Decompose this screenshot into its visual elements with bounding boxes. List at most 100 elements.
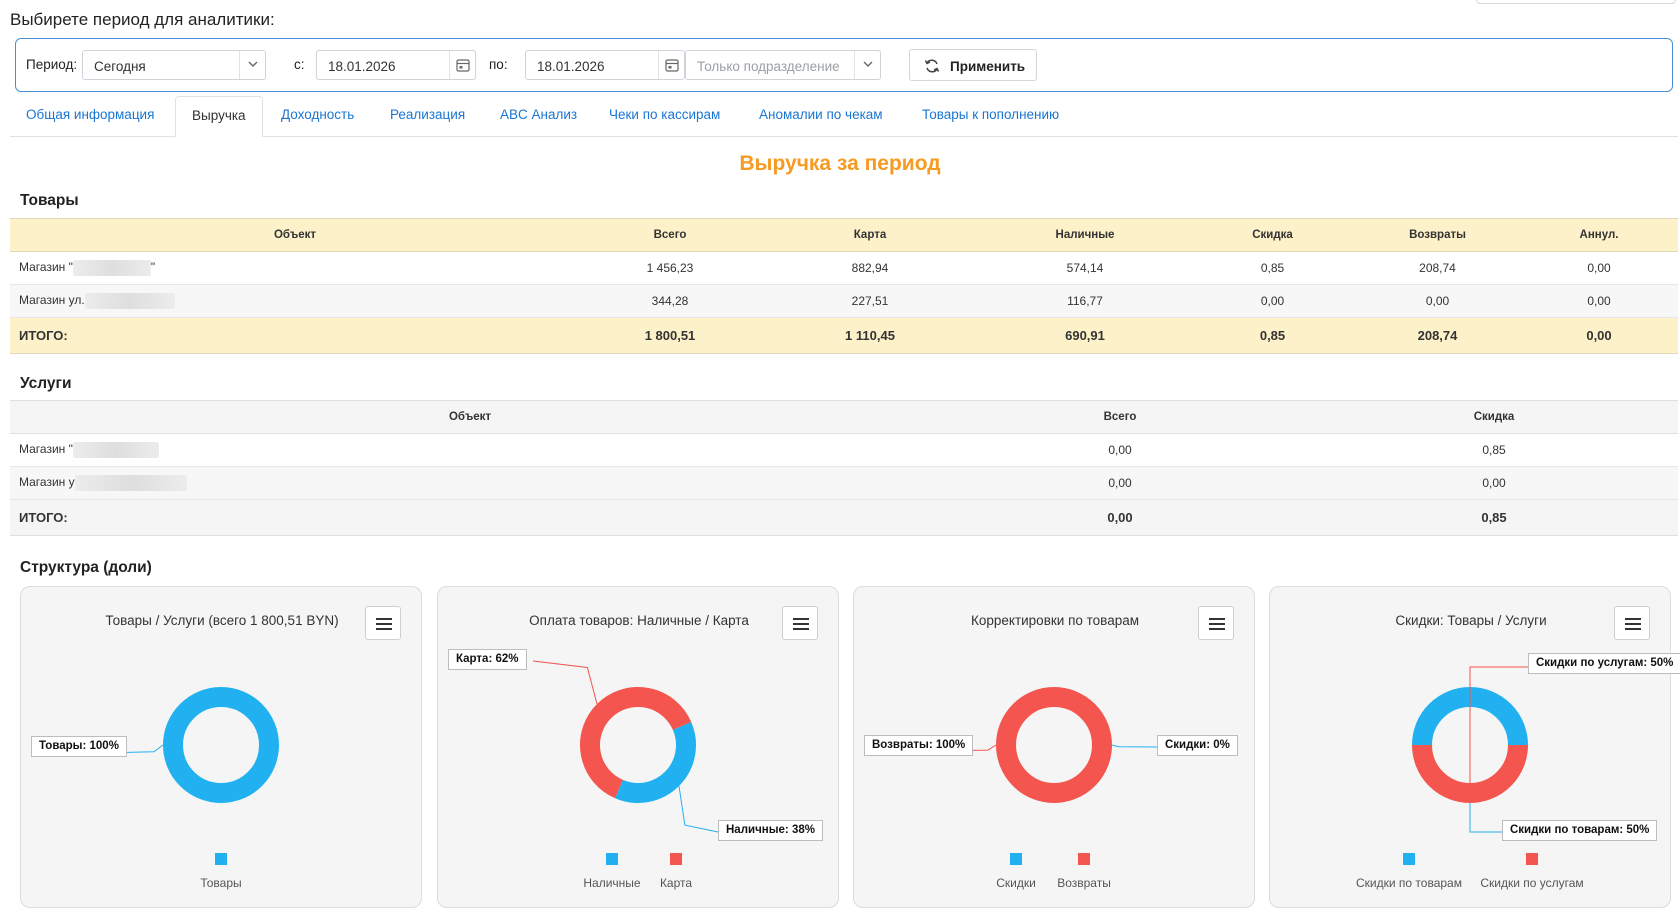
data-label: Скидки: 0% [1157,735,1238,756]
data-label: Товары: 100% [31,736,127,757]
totals-label: ИТОГО: [10,317,580,354]
column-header: Аннул. [1520,218,1678,252]
tab-restock-items[interactable]: Товары к пополнению [922,107,1060,122]
tab-profitability[interactable]: Доходность [281,107,355,122]
chart-title: Корректировки по товарам [971,613,1139,628]
legend-swatch [215,853,227,865]
apply-button-label: Применить [950,59,1026,74]
legend-item[interactable]: Скидки [956,853,1076,890]
column-header: Скидка [1190,218,1355,252]
structure-title: Структура (доли) [20,559,152,576]
totals-row: ИТОГО: 1 800,51 1 110,45 690,91 0,85 208… [10,317,1678,354]
donut-slice[interactable] [614,721,696,803]
legend-item[interactable]: Возвраты [1024,853,1144,890]
object-cell: Магазин у [10,466,930,500]
chevron-down-icon [854,51,880,79]
subdivision-placeholder: Только подразделение [697,59,840,74]
to-date-input[interactable]: 18.01.2026 [525,50,685,80]
refresh-icon [924,59,940,73]
chevron-down-icon [239,51,265,79]
chart-menu-button[interactable] [782,606,818,640]
chart-card-adjustments: Корректировки по товарам Скидки: 0% Возвра… [853,586,1255,908]
total-cell: 1 800,51 [580,317,760,354]
legend-swatch [1403,853,1415,865]
cash-cell: 116,77 [980,284,1190,318]
tab-abc-analysis[interactable]: ABC Анализ [500,107,578,122]
legend-label: Скидки по услугам [1480,876,1584,890]
returns-cell: 208,74 [1355,317,1520,354]
chart-title: Товары / Услуги (всего 1 800,51 BYN) [105,613,339,628]
page-title: Выбирете период для аналитики: [10,10,275,29]
tab-sales[interactable]: Реализация [390,107,466,122]
goods-title: Товары [20,192,79,209]
services-header-row: Объект Всего Скидка [10,400,1678,434]
calendar-icon[interactable] [449,51,475,79]
total-cell: 1 456,23 [580,251,760,285]
card-cell: 882,94 [760,251,980,285]
total-cell: 0,00 [930,433,1310,467]
chart-menu-button[interactable] [365,606,401,640]
discount-cell: 0,85 [1310,499,1678,536]
annul-cell: 0,00 [1520,284,1678,318]
chart-card-goods-services: Товары / Услуги (всего 1 800,51 BYN) Това… [20,586,422,908]
legend-label: Товары [200,876,242,890]
data-label-connector [532,660,598,705]
from-date-input[interactable]: 18.01.2026 [316,50,476,80]
data-label: Скидки по услугам: 50% [1528,653,1680,674]
total-cell: 0,00 [930,466,1310,500]
tab-receipts-by-cashier[interactable]: Чеки по кассирам [609,107,721,122]
donut-slice[interactable] [163,687,279,803]
legend-label: Наличные [583,876,641,890]
legend-item[interactable]: Карта [616,853,736,890]
hamburger-icon [1209,618,1225,620]
legend-item[interactable]: Товары [161,853,281,890]
legend-label: Карта [659,876,693,890]
legend-label: Возвраты [1057,876,1111,890]
donut-slice[interactable] [580,687,692,799]
hamburger-icon [793,628,809,630]
tab-general[interactable]: Общая информация [26,107,155,122]
donut-slice[interactable] [996,687,1112,803]
to-date-value: 18.01.2026 [537,59,605,74]
hamburger-icon [1209,623,1225,625]
redacted-text [72,260,151,276]
hamburger-icon [793,623,809,625]
period-select[interactable]: Сегодня [82,50,266,80]
data-label: Скидки по товарам: 50% [1502,820,1658,841]
legend-item[interactable]: Скидки по товарам [1349,853,1469,890]
subdivision-select[interactable]: Только подразделение [685,50,881,80]
chart-card-payment: Оплата товаров: Наличные / Карта Наличные… [437,586,839,908]
column-header: Скидка [1310,400,1678,434]
annul-cell: 0,00 [1520,317,1678,354]
data-label-connector [1469,666,1528,803]
legend-swatch [1526,853,1538,865]
object-cell: Магазин " [10,433,930,467]
revenue-heading: Выручка за период [739,152,941,175]
goods-header-row: Объект Всего Карта Наличные Скидка Возвр… [10,218,1678,252]
calendar-icon[interactable] [658,51,684,79]
hamburger-icon [1625,623,1641,625]
legend-item[interactable]: Наличные [552,853,672,890]
cash-cell: 574,14 [980,251,1190,285]
table-row: Магазин " 0,00 0,85 [10,433,1678,467]
chart-title: Оплата товаров: Наличные / Карта [529,613,749,628]
annul-cell: 0,00 [1520,251,1678,285]
donut-chart [532,660,719,833]
object-cell: Магазин ул. [10,284,580,318]
column-header: Всего [930,400,1310,434]
data-label-connector [1111,744,1158,748]
legend-label: Скидки по товарам [1356,876,1462,890]
top-control-stub[interactable] [1476,0,1676,4]
discount-cell: 0,85 [1310,433,1678,467]
card-cell: 1 110,45 [760,317,980,354]
apply-button[interactable]: Применить [909,49,1037,81]
hamburger-icon [376,628,392,630]
column-header: Объект [10,218,580,252]
chart-legend: Скидки Возвраты [854,853,1256,893]
chart-menu-button[interactable] [1614,606,1650,640]
tab-revenue[interactable]: Выручка [175,96,263,137]
legend-item[interactable]: Скидки по услугам [1472,853,1592,890]
tab-receipt-anomalies[interactable]: Аномалии по чекам [759,107,883,122]
redacted-text [72,442,159,458]
chart-menu-button[interactable] [1198,606,1234,640]
